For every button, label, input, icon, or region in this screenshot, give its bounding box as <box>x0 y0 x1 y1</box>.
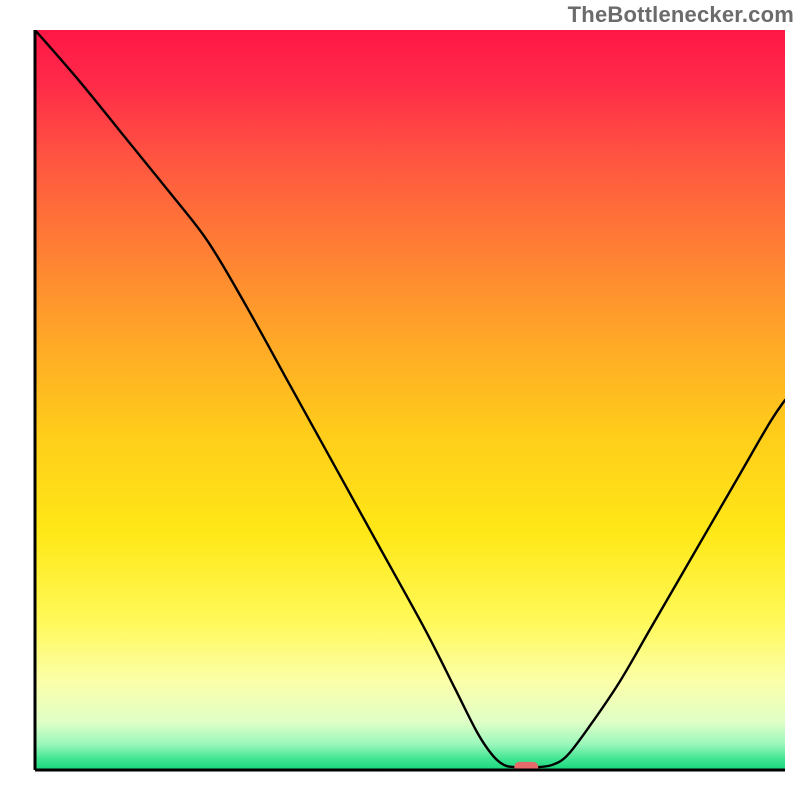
gradient-background <box>35 30 785 770</box>
watermark-text: TheBottlenecker.com <box>568 2 794 28</box>
bottleneck-curve-chart <box>0 0 800 800</box>
figure-root: TheBottlenecker.com <box>0 0 800 800</box>
